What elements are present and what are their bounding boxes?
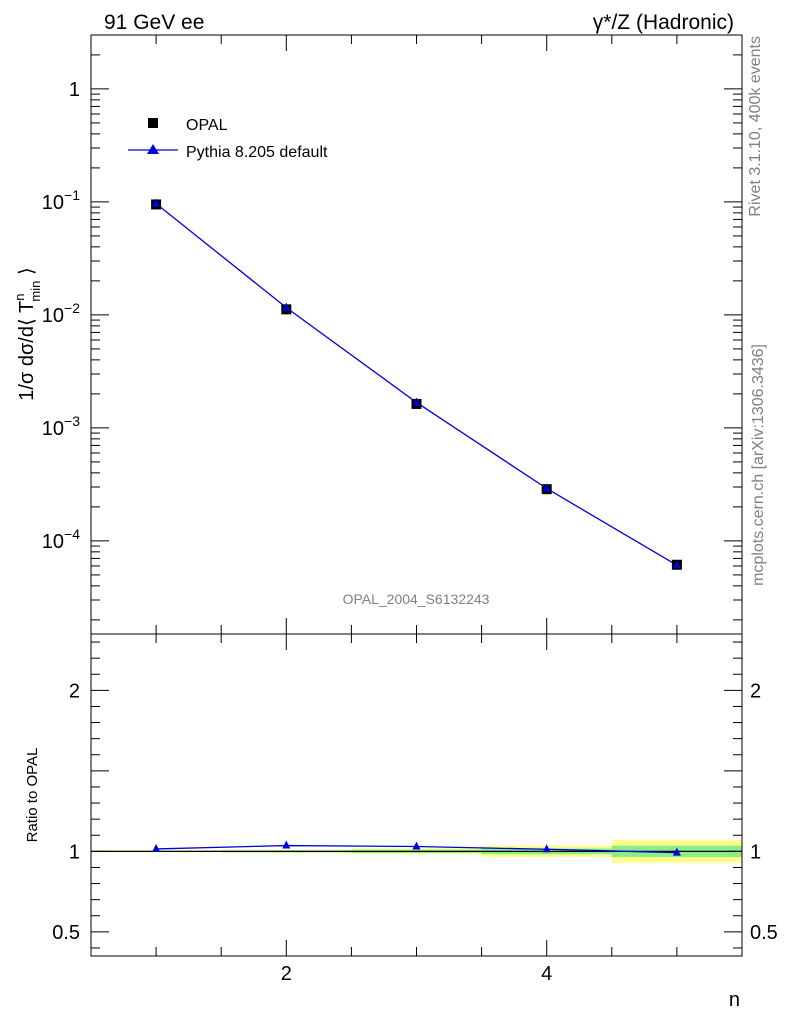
ratio-y-tick-label-right: 1 xyxy=(750,841,761,863)
ratio-y-tick-label-left: 0.5 xyxy=(52,922,80,944)
main-y-tick-exp: −1 xyxy=(64,187,80,203)
ratio-y-tick-label-left: 1 xyxy=(69,841,80,863)
ratio-pythia-point xyxy=(282,840,291,849)
x-tick-label: 2 xyxy=(281,963,292,985)
left-title: 91 GeV ee xyxy=(104,11,204,34)
main-y-tick-exp: −4 xyxy=(64,526,80,542)
main-series xyxy=(151,198,682,570)
x-axis-label: n xyxy=(729,989,740,1011)
ylabel-sub: min xyxy=(28,281,43,302)
ratio-pythia-point xyxy=(152,843,161,852)
mcplots-label: mcplots.cern.ch [arXiv:1306.3436] xyxy=(750,344,767,586)
ratio-y-axis-label: Ratio to OPAL xyxy=(24,748,41,843)
ratio-axis-ticks xyxy=(91,634,742,956)
ratio-y-tick-label-right: 0.5 xyxy=(750,922,778,944)
ratio-series xyxy=(152,840,681,856)
svg-text:1/σ dσ/d⟨ Tnmin ⟩: 1/σ dσ/d⟨ Tnmin ⟩ xyxy=(12,267,43,401)
rivet-label: Rivet 3.1.10, 400k events xyxy=(747,36,764,217)
main-y-tick-exp: −2 xyxy=(64,300,80,316)
ratio-pythia-point xyxy=(542,844,551,853)
pythia-point xyxy=(152,198,161,207)
main-y-tick-labels: 110−110−210−310−4 xyxy=(42,79,80,553)
main-y-tick-label: 10−2 xyxy=(42,300,80,327)
main-y-tick-label: 10−3 xyxy=(42,413,80,440)
legend-opal-label: OPAL xyxy=(186,117,228,134)
legend-pythia-label: Pythia 8.205 default xyxy=(186,144,328,161)
main-y-tick-exp: −3 xyxy=(64,413,80,429)
ratio-pythia-point xyxy=(412,841,421,850)
ylabel-part: 1/σ dσ/d⟨ T xyxy=(16,301,38,401)
ratio-y-tick-labels: 0.5 0.5 1 1 2 2 xyxy=(52,680,778,944)
legend-opal-marker xyxy=(148,118,158,128)
main-y-tick-base: 10 xyxy=(42,531,64,553)
x-tick-label: 4 xyxy=(541,963,552,985)
main-y-tick-base: 10 xyxy=(42,192,64,214)
pythia-point xyxy=(412,397,421,406)
analysis-watermark: OPAL_2004_S6132243 xyxy=(343,591,490,607)
legend-pythia-marker xyxy=(147,144,159,154)
ratio-y-tick-label-left: 2 xyxy=(69,680,80,702)
pythia-point xyxy=(282,302,291,311)
main-y-tick-label: 10−1 xyxy=(42,187,80,214)
right-title: γ*/Z (Hadronic) xyxy=(593,11,734,34)
ratio-y-tick-label-right: 2 xyxy=(750,680,761,702)
ratio-frame xyxy=(90,633,743,957)
legend: OPAL Pythia 8.205 default xyxy=(128,117,328,161)
main-panel: 110−110−210−310−4 xyxy=(42,34,743,635)
ylabel-close: ⟩ xyxy=(16,267,38,280)
main-y-tick-base: 10 xyxy=(42,305,64,327)
main-y-tick-label: 1 xyxy=(69,79,80,101)
main-axis-ticks xyxy=(91,34,742,634)
pythia-point xyxy=(542,483,551,492)
pythia-line xyxy=(155,203,678,566)
main-y-tick-label: 10−4 xyxy=(42,526,80,553)
ylabel-sup: n xyxy=(12,294,27,301)
pythia-point xyxy=(672,560,681,569)
ratio-pythia-point xyxy=(672,847,681,856)
main-y-tick-base: 10 xyxy=(42,418,64,440)
main-y-axis-label: 1/σ dσ/d⟨ Tnmin ⟩ xyxy=(12,267,43,401)
